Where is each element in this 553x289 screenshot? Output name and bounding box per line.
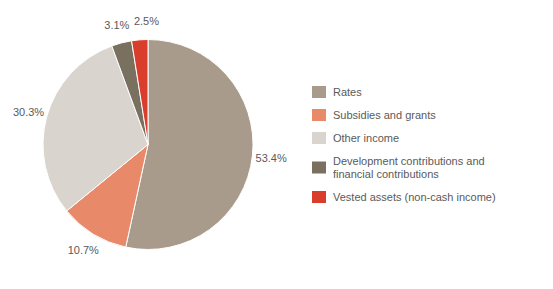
legend-item: Vested assets (non-cash income) [312, 191, 496, 203]
data-label: 2.5% [134, 15, 159, 27]
legend-label: Subsidies and grants [333, 109, 436, 121]
chart: 53.4% 10.7% 30.3% 3.1% 2.5% Rates Subsidies an… [0, 0, 553, 289]
pie: 53.4% 10.7% 30.3% 3.1% 2.5% [13, 15, 287, 257]
legend-label: Development contributions andfinancial c… [333, 155, 485, 180]
legend-label: Other income [333, 132, 399, 144]
data-label: 53.4% [256, 152, 287, 164]
legend-swatch [312, 132, 326, 144]
data-label: 10.7% [68, 244, 99, 256]
legend-item: Rates [312, 86, 362, 98]
legend-item: Other income [312, 132, 399, 144]
legend-label: Vested assets (non-cash income) [333, 191, 496, 203]
legend-swatch [312, 162, 326, 174]
legend-label: Rates [333, 86, 362, 98]
legend: Rates Subsidies and grants Other income Dev… [312, 86, 496, 203]
data-label: 30.3% [13, 106, 44, 118]
legend-swatch [312, 191, 326, 203]
legend-swatch [312, 86, 326, 98]
pie-slice [132, 40, 148, 145]
legend-item: Subsidies and grants [312, 109, 436, 121]
data-label: 3.1% [104, 19, 129, 31]
legend-swatch [312, 109, 326, 121]
legend-item: Development contributions andfinancial c… [312, 155, 485, 180]
